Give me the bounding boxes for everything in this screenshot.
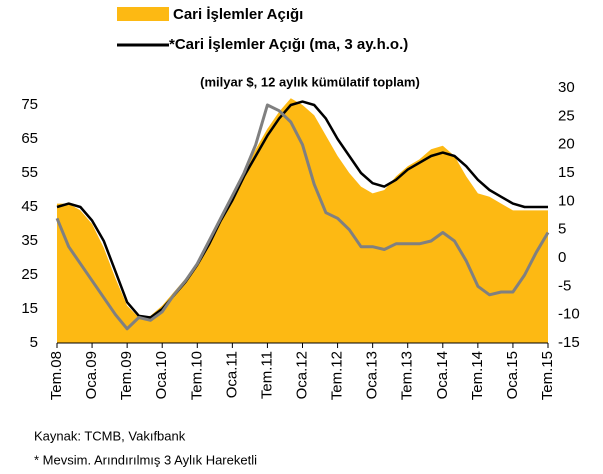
x-tick-label: Tem.08 <box>48 351 65 400</box>
x-tick-label: Oca.10 <box>153 351 170 399</box>
x-tick-label: Oca.15 <box>504 351 521 399</box>
x-tick-label: Oca.11 <box>223 351 240 398</box>
y2-tick-label: 10 <box>558 192 575 209</box>
x-tick-label: Tem.13 <box>399 351 416 400</box>
x-tick-label: Tem.11 <box>258 351 275 399</box>
line <box>56 100 548 319</box>
x-tick-label: Oca.12 <box>293 351 310 399</box>
y-tick-label: 65 <box>21 130 38 147</box>
y2-tick-label: -10 <box>558 306 580 323</box>
y-tick-label: 25 <box>21 266 38 283</box>
y2-tick-label: -5 <box>558 277 571 294</box>
x-tick-label: Oca.09 <box>83 351 100 399</box>
y-tick-label: 35 <box>21 232 38 249</box>
subtitle: (milyar $, 12 aylık kümülatif toplam) <box>200 74 420 89</box>
y2-tick-label: 20 <box>558 136 575 153</box>
y-tick-label: 15 <box>21 300 38 317</box>
line <box>55 103 550 331</box>
footnote: * Mevsim. Arındırılmış 3 Aylık Hareketli <box>34 452 257 467</box>
y2-tick-label: -15 <box>558 334 580 351</box>
x-tick-label: Tem.10 <box>188 351 205 400</box>
y2-tick-label: 25 <box>558 107 575 124</box>
y-tick-label: 75 <box>21 96 38 113</box>
y-tick-label: 5 <box>30 334 38 351</box>
x-tick-label: Oca.14 <box>434 351 451 399</box>
y-tick-label: 45 <box>21 198 38 215</box>
source-note: Kaynak: TCMB, Vakıfbank <box>34 428 186 443</box>
x-tick-label: Tem.14 <box>469 351 486 400</box>
x-tick-label: Tem.12 <box>329 351 346 400</box>
x-tick-label: Tem.15 <box>539 351 556 400</box>
y-tick-label: 55 <box>21 164 38 181</box>
legend-label: *Cari İşlemler Açığı (ma, 3 ay.h.o.) <box>169 36 408 53</box>
legend-swatch-area <box>117 7 169 21</box>
x-tick-label: Oca.13 <box>364 351 381 399</box>
y2-tick-label: 0 <box>558 249 566 266</box>
y2-tick-label: 30 <box>558 79 575 96</box>
y2-tick-label: 15 <box>558 164 575 181</box>
y2-tick-label: 5 <box>558 221 566 238</box>
legend-label: Cari İşlemler Açığı <box>173 6 303 23</box>
x-tick-label: Tem.09 <box>118 351 135 400</box>
